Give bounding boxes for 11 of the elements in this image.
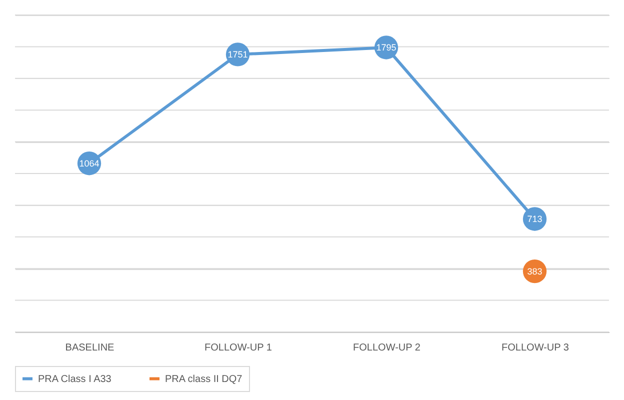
x-tick-label: FOLLOW-UP 3	[502, 342, 570, 354]
x-tick-label: FOLLOW-UP 1	[204, 342, 272, 354]
legend-label: PRA Class I A33	[38, 374, 112, 385]
data-label: 383	[527, 266, 542, 276]
data-label: 1064	[79, 158, 100, 168]
data-label: 713	[527, 214, 542, 224]
legend-label: PRA class II DQ7	[165, 374, 243, 385]
x-tick-label: FOLLOW-UP 2	[353, 342, 421, 354]
data-label: 1795	[376, 42, 396, 52]
x-tick-label: BASELINE	[65, 342, 115, 354]
data-label: 1751	[228, 49, 248, 60]
